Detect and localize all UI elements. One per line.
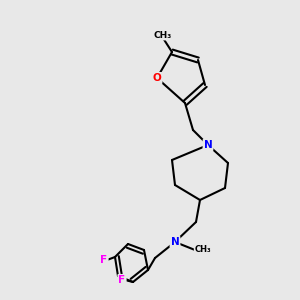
Text: F: F — [118, 275, 126, 285]
Text: F: F — [100, 255, 108, 265]
Text: CH₃: CH₃ — [154, 31, 172, 40]
Text: N: N — [204, 140, 212, 150]
Text: N: N — [171, 237, 179, 247]
Text: CH₃: CH₃ — [195, 245, 211, 254]
Text: O: O — [153, 73, 161, 83]
